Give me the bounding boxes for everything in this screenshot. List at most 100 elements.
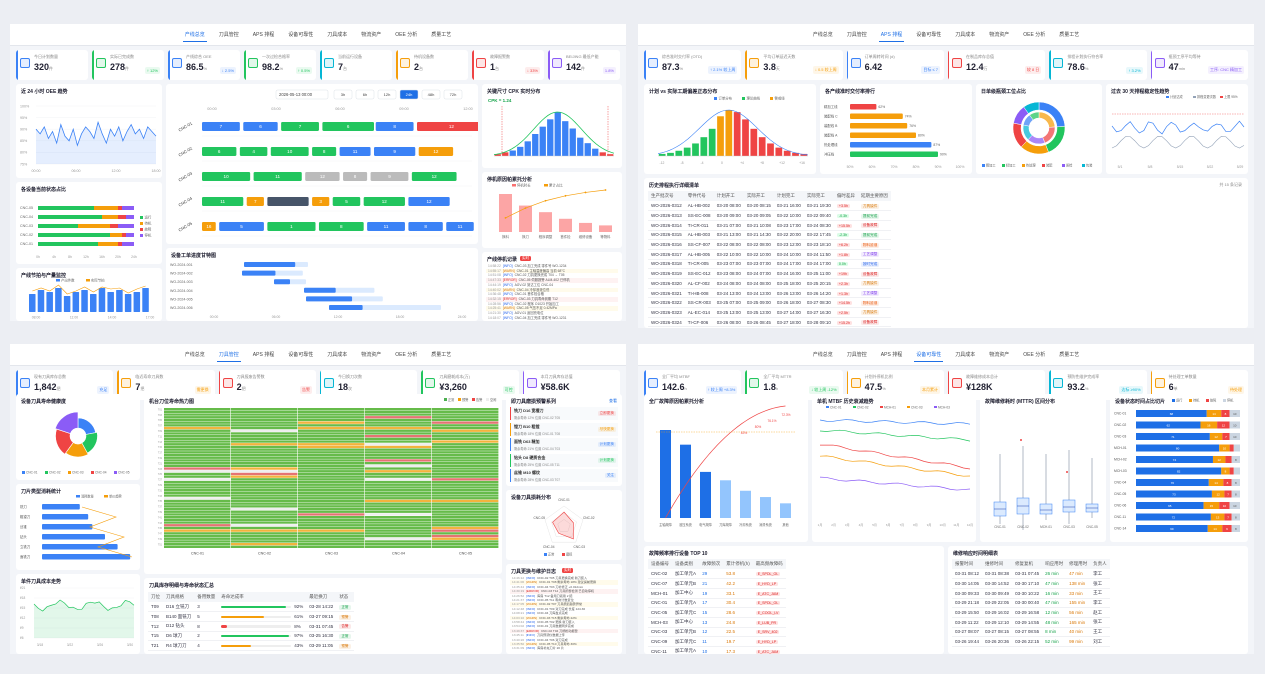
kpi-card[interactable]: 一次过检合格率 98.2% ↑ 0.5%: [244, 50, 316, 80]
nav-item[interactable]: OEE 分析: [1023, 352, 1046, 358]
nav-item[interactable]: 设备可靠性: [914, 348, 944, 362]
wear-alert-item[interactable]: 铣刀 D16 宽槽刀 剩余寿命 12% 位置 CNC-02 T05 立即更换: [510, 407, 618, 420]
wear-alert-item[interactable]: 面铣 D63 精加 剩余寿命 21% 位置 CNC-04 T03 计划更换: [510, 438, 618, 451]
kpi-card[interactable]: 平均订单延迟天数 3.8天 ↓ 0.5 较上周: [745, 50, 843, 80]
nav-item[interactable]: APS 排程: [252, 352, 275, 358]
table-row[interactable]: 03-26 19:44 03-26 20:36 03-26 22:15 52 min 9…: [952, 636, 1110, 647]
kpi-label: 故障维修成本总计: [965, 374, 998, 379]
table-row[interactable]: CNC-07 加工单元B 21 42.2 E_HYD_LP: [648, 578, 786, 589]
table-cell: 03-20 08:00: [713, 201, 744, 212]
kpi-card[interactable]: 订单周转时间 (d) 6.42 目标 ≤ 7: [846, 50, 944, 80]
table-row[interactable]: WO-2026-0319 SS-EC-012 03-23 08:00 03-24 07…: [648, 268, 891, 279]
nav-item[interactable]: 质量工艺: [1059, 352, 1080, 358]
category-label: 主轴故障: [659, 522, 673, 527]
kpi-card[interactable]: 排程计划执行符合率 78.6% ↑ 3.2%: [1049, 50, 1147, 80]
wear-alert-item[interactable]: 丝锥 M10 螺纹 剩余寿命 28% 位置 CNC-03 T07 关注: [510, 469, 618, 482]
kpi-card[interactable]: 故障报警数 1台 ↓ 33%: [472, 50, 544, 80]
kpi-card[interactable]: 实际已完成数 278件 ↑ 12%: [92, 50, 164, 80]
table-row[interactable]: T15 D6 球刀 2 97% 03-25 16:30 正常: [148, 631, 354, 642]
table-row[interactable]: CNC-01 加工单元A 17 30.4 E_SPDL_OL: [648, 598, 786, 609]
table-row[interactable]: CNC-11 加工单元A 10 17.3 E_ATC_JAM: [648, 646, 786, 654]
nav-item[interactable]: 刀具管控: [846, 352, 867, 358]
nav-item[interactable]: 刀具成本: [327, 352, 348, 358]
table-row[interactable]: WO-2026-0312 AL-HB-002 03-20 08:00 03-20 08…: [648, 201, 891, 212]
table-row[interactable]: WO-2026-0317 AL-HB-005 03-22 10:00 03-22 10…: [648, 249, 891, 260]
kpi-card[interactable]: 当前运行设备 7台: [320, 50, 392, 80]
nav-item[interactable]: 物流资产: [989, 32, 1010, 38]
nav-item[interactable]: 产线总览: [182, 28, 207, 42]
table-row[interactable]: WO-2026-0323 AL-EC-014 03-25 13:00 03-25 13…: [648, 307, 891, 318]
nav-item[interactable]: 质量工艺: [431, 32, 452, 38]
nav-item[interactable]: 质量工艺: [431, 352, 452, 358]
table-row[interactable]: CNC-05 加工单元C 15 28.6 E_COOL_LV: [648, 607, 786, 618]
table-cell: 29: [699, 569, 724, 580]
table-row[interactable]: 03-29 15:50 03-29 16:02 03-29 16:58 12 min 5…: [952, 607, 1110, 618]
heat-cell: [432, 459, 499, 462]
table-cell: E_ATC_JAM: [752, 588, 786, 599]
nav-item[interactable]: APS 排程: [878, 28, 905, 42]
kpi-card[interactable]: BEIJING 最低产能 142件 1.8%: [548, 50, 620, 80]
table-row[interactable]: T12 D12 钻头 8 8% 03-31 07:45 告警: [148, 621, 354, 632]
table-row[interactable]: WO-2026-0320 AL-CF-002 03-24 08:00 03-24 08…: [648, 278, 891, 289]
table-row[interactable]: WO-2026-0321 TI-HB-008 03-24 13:00 03-24 13…: [648, 288, 891, 299]
production-bar: [98, 288, 106, 312]
table-row[interactable]: WO-2026-0322 SS-CR-003 03-25 07:00 03-25 09…: [648, 297, 891, 309]
nav-item[interactable]: 刀具成本: [327, 32, 348, 38]
table-row[interactable]: 03-27 08:07 03-27 08:15 03-27 08:55 8 min 40…: [952, 627, 1110, 638]
nav-item[interactable]: 产线总览: [812, 352, 833, 358]
nav-item[interactable]: OEE 分析: [395, 32, 418, 38]
nav-item[interactable]: 产线总览: [812, 32, 833, 38]
table-row[interactable]: CNC-09 加工单元C 11 19.7 E_HYD_LP: [648, 636, 786, 647]
nav-item[interactable]: 刀具成本: [955, 352, 976, 358]
nav-item[interactable]: 产线总览: [184, 352, 205, 358]
nav-item[interactable]: 物流资产: [361, 352, 382, 358]
kpi-icon: [749, 378, 760, 388]
nav-item[interactable]: 设备可靠性: [916, 32, 942, 38]
kpi-card[interactable]: 在制品库存总值 12.4万较 8 日: [947, 50, 1046, 80]
table-row[interactable]: 03-29 21:18 03-29 22:05 03-30 00:40 47 min 1…: [952, 598, 1110, 609]
nav-item[interactable]: 设备可靠性: [288, 32, 314, 38]
nav-item[interactable]: 刀具管控: [846, 32, 867, 38]
nav-item[interactable]: APS 排程: [252, 32, 275, 38]
nav-item[interactable]: OEE 分析: [1023, 32, 1046, 38]
nav-item[interactable]: 设备可靠性: [288, 352, 314, 358]
table-row[interactable]: WO-2026-0324 TI-CF-006 03-26 08:00 03-26 08…: [648, 317, 891, 328]
table-row[interactable]: T21 R4 球刀刀 4 43% 03-29 11:05 预警: [148, 640, 354, 651]
tick-label: 4月: [859, 523, 864, 527]
table-row[interactable]: 03-30 09:33 03-30 09:49 03-30 10:22 16 min 3…: [952, 588, 1110, 599]
kpi-card[interactable]: 综合准时交付率 (OTD) 87.3% ↑ 2.1% 较上周: [644, 50, 742, 80]
table-row[interactable]: CNC-03 加工单元B 12 22.5 E_SRV_402: [648, 627, 786, 638]
table-row[interactable]: WO-2026-0313 SS-EC-008 03-20 09:00 03-20 09…: [648, 210, 891, 221]
table-row[interactable]: 03-31 08:12 03-31 08:38 03-31 07:45 26 min 4…: [952, 569, 1110, 580]
kpi-card[interactable]: 产线综合 OEE 86.5% ↓ 2.5%: [168, 50, 240, 80]
wear-alert-item[interactable]: 镗刀 B10 粗镗 剩余寿命 18% 位置 CNC-01 T08 尽快更换: [510, 422, 618, 436]
nav-item[interactable]: 物流资产: [361, 32, 382, 38]
nav-item[interactable]: 质量工艺: [1059, 32, 1080, 38]
wear-alert-item[interactable]: 钻头 D8 硬质合金 剩余寿命 25% 位置 CNC-05 T11 计划更换: [510, 453, 618, 467]
kpi-card[interactable]: 瓶颈工序平均等待 47min 工序: CNC 精加工: [1150, 50, 1248, 80]
nav-item[interactable]: 刀具管控: [218, 32, 239, 38]
table-row[interactable]: MCH-03 加工中心 13 24.8 E_LUB_PR: [648, 617, 786, 628]
table-row[interactable]: CNC-02 加工单元A 29 53.8 E_SPDL_OL: [648, 569, 786, 580]
table-row[interactable]: 03-30 14:05 03-30 14:52 03-30 17:10 47 min 1…: [952, 578, 1110, 589]
nav-item[interactable]: 刀具成本: [955, 32, 976, 38]
table-row[interactable]: T08 B140 面铣刀 5 61% 03-27 09:15 预警: [148, 611, 354, 622]
nav-item[interactable]: OEE 分析: [395, 352, 418, 358]
nav-item[interactable]: 刀具管控: [216, 348, 241, 362]
table-row[interactable]: T09 D16 立铣刀 3 92% 03-28 14:22 正常: [148, 602, 354, 613]
table-row[interactable]: WO-2026-0318 TI-CR-005 03-23 07:00 03-23 07…: [648, 259, 891, 270]
table-row[interactable]: MCH-01 加工中心 19 33.1 E_ATC_JAM: [648, 588, 786, 599]
kpi-card[interactable]: 待机设备数 2台: [396, 50, 468, 80]
kpi-card[interactable]: 今日计划数量 320件: [16, 50, 88, 80]
table-row[interactable]: 03-29 11:22 03-29 12:10 03-29 14:55 48 min 1…: [952, 617, 1110, 628]
tool-health-donut: CNC-01 CNC-02 CNC-03 CNC-04 CNC-05: [22, 411, 130, 475]
table-row[interactable]: WO-2026-0314 TI-CR-011 03-21 07:00 03-21 10…: [648, 220, 891, 231]
table-row[interactable]: WO-2026-0315 AL-HB-003 03-21 13:00 03-21 14…: [648, 230, 891, 241]
table-row[interactable]: WO-2026-0316 SS-CF-007 03-22 08:00 03-22 08…: [648, 239, 891, 250]
state-segment: [1233, 444, 1240, 452]
nav-item[interactable]: 物流资产: [989, 352, 1010, 358]
nav-item[interactable]: APS 排程: [880, 352, 903, 358]
view-all-link[interactable]: 查看: [609, 398, 617, 403]
row-label: 丝锥: [20, 524, 27, 529]
